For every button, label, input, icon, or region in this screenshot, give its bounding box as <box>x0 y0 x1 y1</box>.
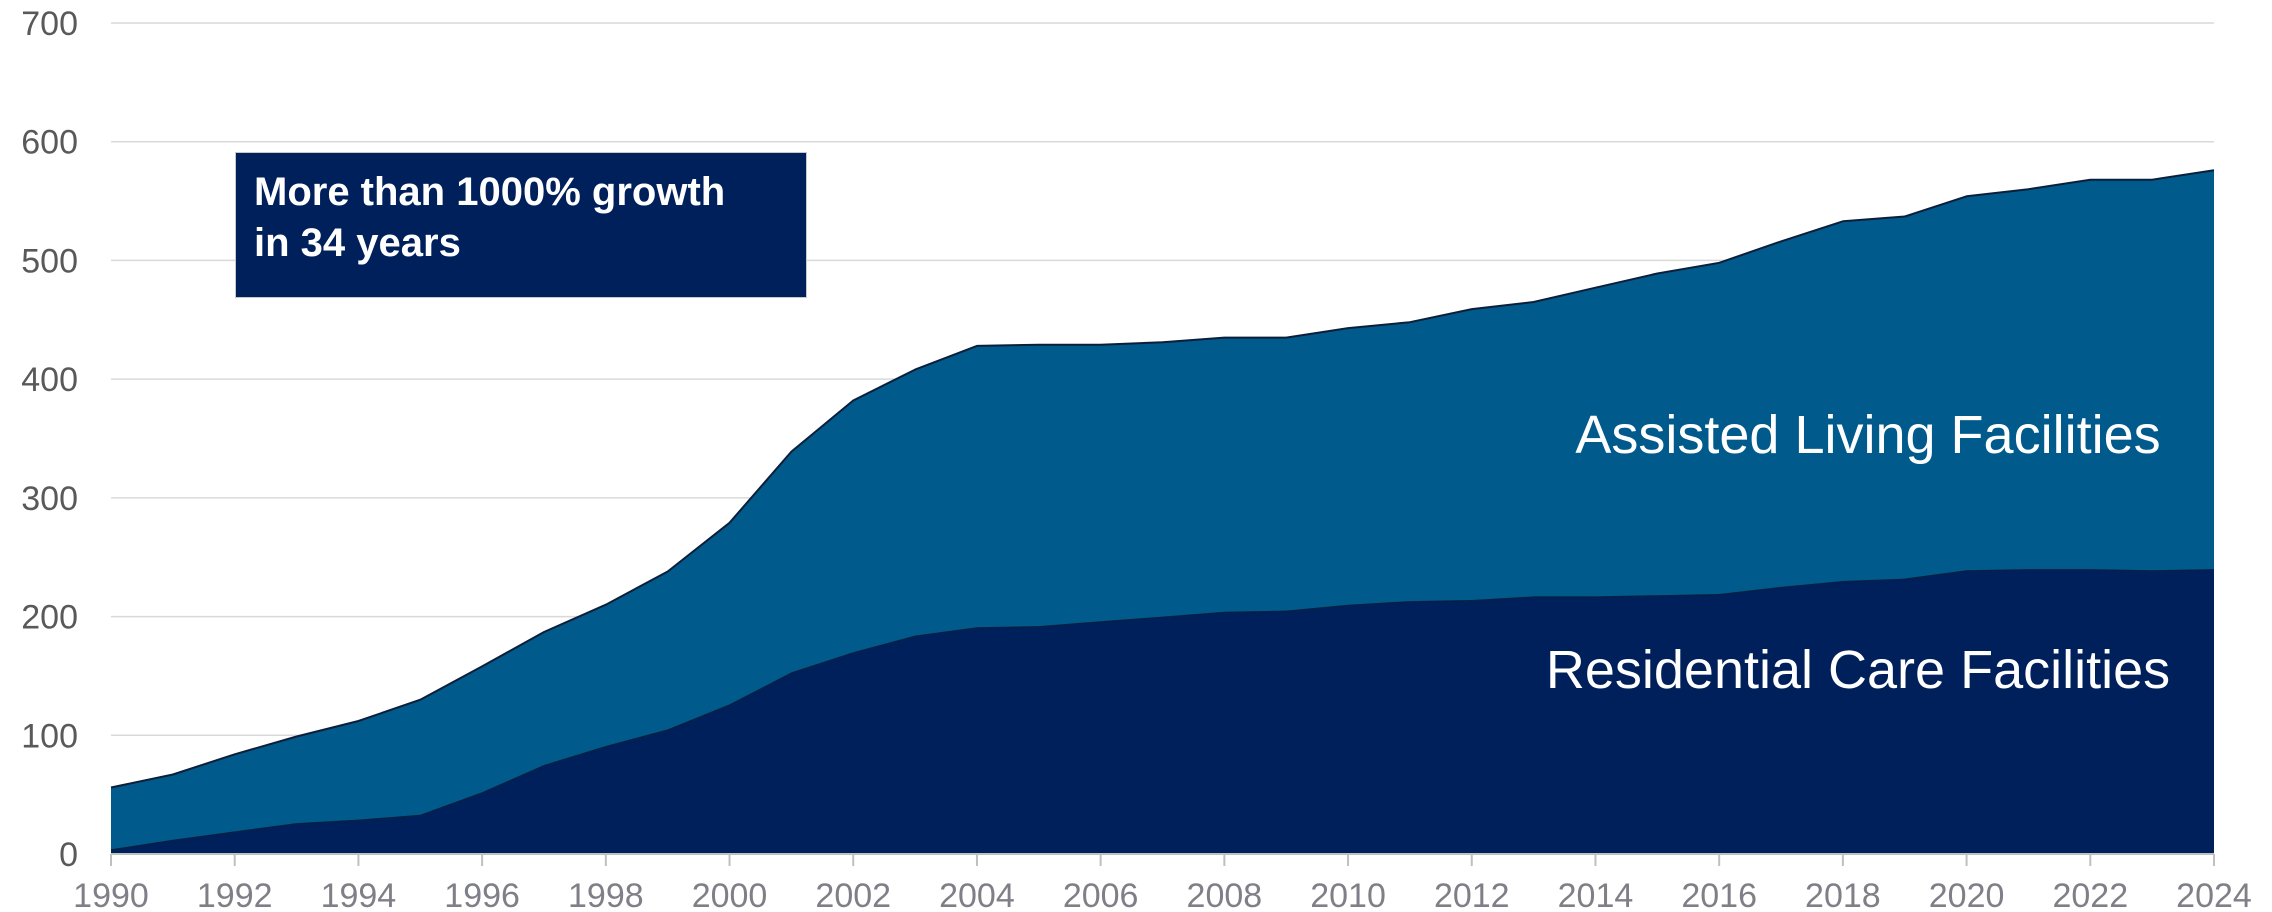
y-tick-label: 0 <box>59 836 78 874</box>
area-series-0 <box>111 569 2214 854</box>
area-series-1 <box>111 170 2214 850</box>
x-tick-label: 2012 <box>1434 877 1510 912</box>
x-tick-label: 2008 <box>1187 877 1263 912</box>
x-tick-label: 2018 <box>1805 877 1881 912</box>
x-tick-label: 1990 <box>73 877 149 912</box>
x-tick-label: 2010 <box>1310 877 1386 912</box>
x-tick-label: 2004 <box>939 877 1015 912</box>
y-tick-label: 100 <box>21 717 78 755</box>
x-tick-label: 2016 <box>1681 877 1757 912</box>
y-tick-label: 700 <box>21 5 78 43</box>
x-tick-label: 2002 <box>815 877 891 912</box>
x-axis: 1990 1992 1994 1996 1998 2000 2002 2004 2006 2008… <box>73 853 2252 912</box>
y-tick-label: 200 <box>21 599 78 637</box>
x-tick-label: 1994 <box>321 877 397 912</box>
area-outline-1 <box>110 169 2215 789</box>
y-axis: 0 100 200 300 400 500 600 700 <box>21 5 78 874</box>
y-tick-label: 300 <box>21 480 78 518</box>
y-tick-label: 600 <box>21 124 78 162</box>
x-tick-label: 1996 <box>444 877 520 912</box>
y-tick-label: 500 <box>21 242 78 280</box>
x-tick-label: 1992 <box>197 877 273 912</box>
x-tick-label: 2006 <box>1063 877 1139 912</box>
y-tick-label: 400 <box>21 361 78 399</box>
x-tick-label: 2020 <box>1929 877 2005 912</box>
growth-callout: More than 1000% growth in 34 years <box>235 152 807 298</box>
x-tick-label: 2000 <box>692 877 768 912</box>
series-areas <box>110 169 2215 854</box>
series-label-residential-care: Residential Care Facilities <box>1546 640 2170 700</box>
series-labels: Assisted Living Facilities Residential C… <box>1546 405 2170 700</box>
x-tick-label: 2014 <box>1558 877 1634 912</box>
series-label-assisted-living: Assisted Living Facilities <box>1575 405 2160 465</box>
x-tick-label: 2022 <box>2052 877 2128 912</box>
x-tick-label: 1998 <box>568 877 644 912</box>
x-tick-label: 2024 <box>2176 877 2252 912</box>
